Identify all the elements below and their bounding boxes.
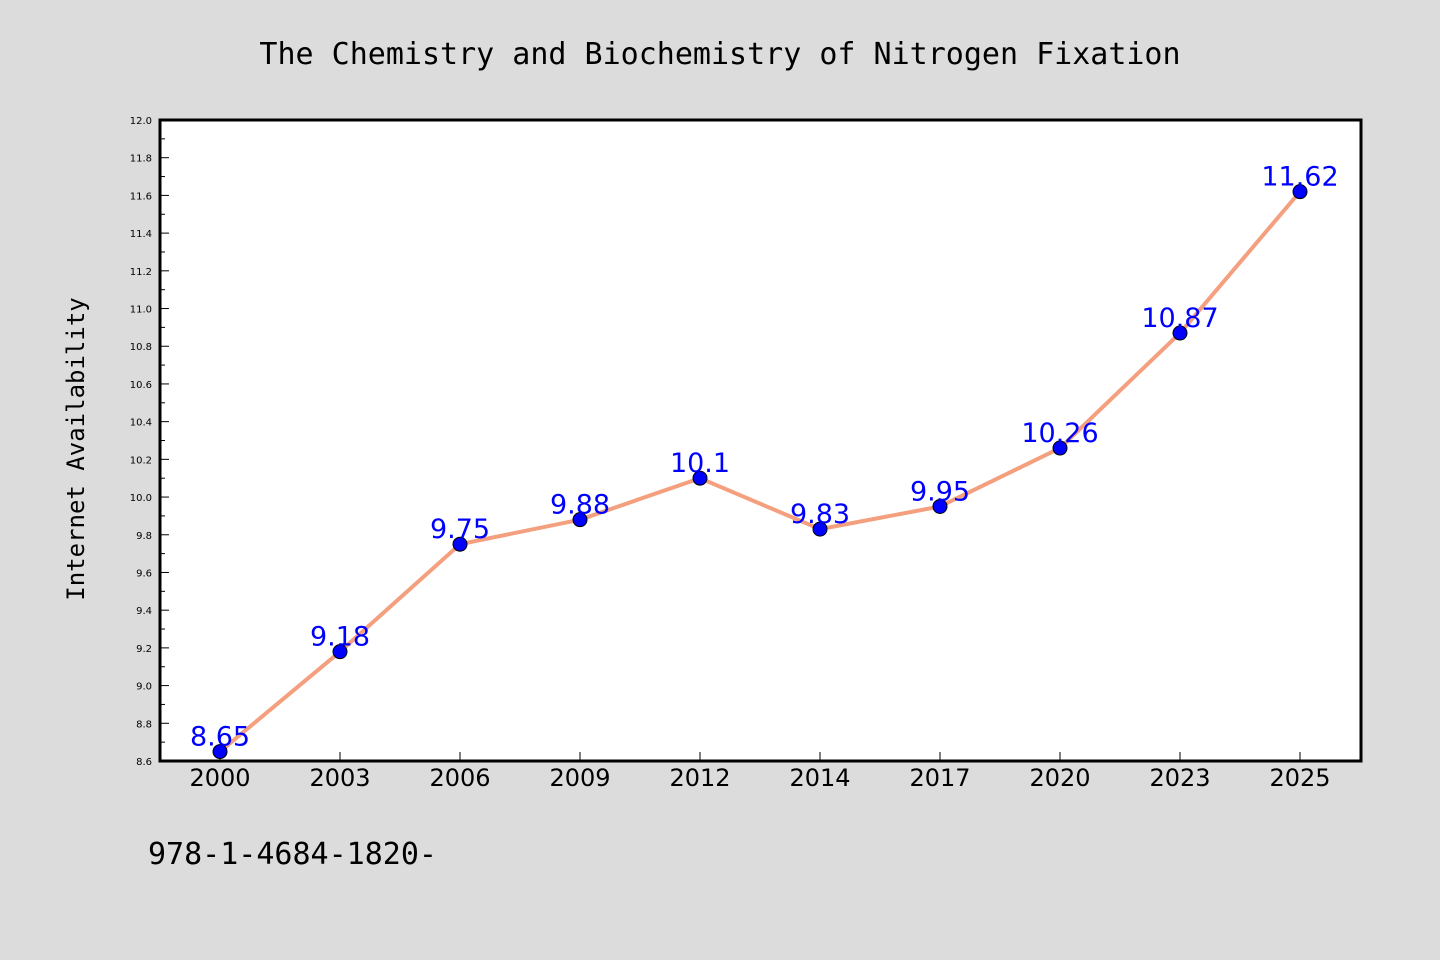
chart-title: The Chemistry and Biochemistry of Nitrog…	[259, 37, 1180, 72]
data-point-marker	[572, 512, 588, 528]
y-tick-label: 9.8	[136, 531, 152, 542]
data-point-label: 9.88	[550, 490, 610, 521]
y-tick-label: 11.6	[130, 191, 152, 202]
data-point-marker	[932, 498, 948, 514]
series-line-group	[212, 184, 1308, 760]
data-point-marker	[1172, 325, 1188, 341]
y-tick-label: 10.0	[130, 493, 152, 504]
data-point-label: 8.65	[190, 722, 250, 753]
data-point-label: 9.95	[910, 476, 970, 507]
y-tick-label: 10.6	[130, 380, 152, 391]
x-tick-label: 2025	[1269, 764, 1330, 792]
x-tick-label: 2017	[909, 764, 970, 792]
data-point-marker	[1052, 440, 1068, 456]
data-point-label: 9.83	[790, 499, 850, 530]
data-point-label: 9.75	[430, 514, 490, 545]
y-tick-label: 9.4	[136, 606, 152, 617]
x-tick-label: 2014	[789, 764, 850, 792]
data-point-marker	[812, 521, 828, 537]
y-tick-label: 11.4	[130, 229, 152, 240]
y-tick-label: 8.6	[136, 757, 152, 768]
data-labels: 8.65 9.18 9.75 9.88 10.1 9.83 9.95 10.26 10.87 11…	[190, 162, 1339, 753]
plot-area	[158, 118, 1363, 763]
data-point-marker	[212, 744, 228, 760]
x-tick-label: 2020	[1029, 764, 1090, 792]
series-line	[218, 189, 1302, 754]
x-tick-label: 2000	[189, 764, 250, 792]
x-tick-label: 2006	[429, 764, 490, 792]
y-tick-label: 11.0	[130, 305, 152, 316]
data-point-marker	[692, 470, 708, 486]
y-tick-label: 12.0	[130, 116, 152, 127]
data-point-label: 9.18	[310, 622, 370, 653]
y-tick-label: 8.8	[136, 719, 152, 730]
data-point-label: 10.26	[1021, 418, 1098, 449]
data-point-label: 10.1	[670, 448, 730, 479]
x-tick-label: 2023	[1149, 764, 1210, 792]
y-tick-label: 11.8	[130, 154, 152, 165]
y-tick-label: 9.0	[136, 682, 152, 693]
data-point-marker	[452, 536, 468, 552]
y-tick-label: 9.2	[136, 644, 152, 655]
data-point-label: 11.62	[1261, 162, 1338, 193]
y-axis-label: Internet Availability	[62, 297, 90, 600]
data-point-marker	[1292, 184, 1308, 200]
y-tick-label: 10.8	[130, 342, 152, 353]
y-tick-label: 11.2	[130, 267, 152, 278]
x-tick-label: 2012	[669, 764, 730, 792]
data-point-marker	[332, 644, 348, 660]
x-tick-label: 2009	[549, 764, 610, 792]
axis-ticks: 8.6 8.8 9.0 9.2 9.4 9.6 9.8 10.0 10.2 10.4 10.6 10.…	[130, 116, 1331, 792]
x-tick-label: 2003	[309, 764, 370, 792]
data-point-label: 10.87	[1141, 303, 1218, 334]
y-tick-label: 10.2	[130, 455, 152, 466]
y-tick-label: 9.6	[136, 568, 152, 579]
y-tick-label: 10.4	[130, 418, 152, 429]
footer-text: 978-1-4684-1820-	[148, 837, 437, 872]
